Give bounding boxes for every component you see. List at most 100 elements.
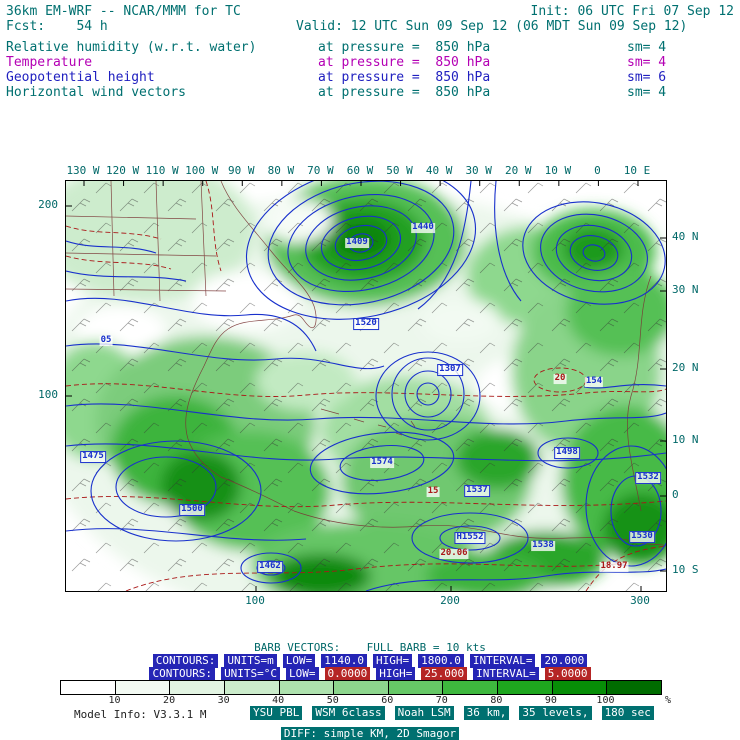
colorbar-segment xyxy=(498,681,553,694)
legend-token: 0.0000 xyxy=(324,667,371,681)
colorbar-tick: 40 xyxy=(272,695,285,706)
height-contour-legend: CONTOURS: UNITS=m LOW= 1140.0 HIGH= 1800.0 INT… xyxy=(0,654,740,668)
physics-option-chip: 180 sec xyxy=(601,706,654,720)
colorbar-segment xyxy=(443,681,499,694)
lat-axis-label: 10 N xyxy=(672,433,699,446)
grid-y-label: 200 xyxy=(38,198,58,211)
legend-token: HIGH= xyxy=(372,654,413,668)
valid-time: Valid: 12 UTC Sun 09 Sep 12 (06 MDT Sun … xyxy=(296,19,688,34)
legend-token: LOW= xyxy=(286,667,319,681)
lon-axis-label: 90 W xyxy=(228,164,255,177)
field-smoothing: sm= 4 xyxy=(627,40,667,55)
lon-axis-label: 10 W xyxy=(544,164,572,177)
colorbar-segment xyxy=(224,681,280,694)
legend-token: UNITS=m xyxy=(224,654,277,668)
field-level: at pressure = 850 hPa xyxy=(318,85,491,100)
temperature-contour-legend: CONTOURS: UNITS=°C LOW= 0.0000 HIGH= 25.000 IN… xyxy=(0,667,740,681)
model-physics-chips: YSU PBL WSM 6class Noah LSM 36 km, 35 levels… xyxy=(250,706,654,720)
model-title: 36km EM-WRF -- NCAR/MMM for TC xyxy=(6,4,241,19)
lat-axis-label: 20 N xyxy=(672,361,699,374)
colorbar-segment xyxy=(61,681,116,694)
colorbar-tick: 20 xyxy=(163,695,176,706)
lat-axis-label: 0 xyxy=(672,488,679,501)
field-name: Geopotential height xyxy=(6,70,155,85)
colorbar-segment xyxy=(607,681,662,694)
axis-tick-marks xyxy=(66,181,666,591)
lon-axis-label: 50 W xyxy=(386,164,413,177)
diffusion-chip: DIFF: simple KM, 2D Smagor xyxy=(280,727,460,740)
field-name: Relative humidity (w.r.t. water) xyxy=(6,40,257,55)
height-contours xyxy=(66,181,666,591)
colorbar-segment xyxy=(279,681,335,694)
colorbar-tick: 80 xyxy=(490,695,503,706)
lon-axis-label: 100 W xyxy=(185,164,219,177)
lon-axis-label: 30 W xyxy=(465,164,492,177)
colorbar-segment xyxy=(170,681,225,694)
legend-token: 1800.0 xyxy=(418,654,464,668)
grid-x-label: 100 xyxy=(245,594,265,607)
humidity-colorbar xyxy=(60,680,662,695)
legend-token: 5.0000 xyxy=(544,667,591,681)
colorbar-segment xyxy=(115,681,171,694)
field-level: at pressure = 850 hPa xyxy=(318,40,491,55)
lon-axis-label: 40 W xyxy=(425,164,453,177)
grid-x-label: 200 xyxy=(440,594,460,607)
lon-axis-label: 10 E xyxy=(623,164,651,177)
lon-axis-label: 20 W xyxy=(505,164,532,177)
legend-token: HIGH= xyxy=(376,667,416,681)
lat-axis-label: 40 N xyxy=(672,230,699,243)
grid-y-label: 100 xyxy=(38,388,58,401)
colorbar-tick: 30 xyxy=(217,695,230,706)
legend-token: LOW= xyxy=(282,654,316,668)
colorbar-tick: 100 xyxy=(596,695,615,706)
field-level: at pressure = 850 hPa xyxy=(318,55,491,70)
lat-axis-label: 10 S xyxy=(672,563,699,576)
lon-axis-label: 0 xyxy=(594,164,601,177)
legend-token: INTERVAL= xyxy=(469,654,536,668)
field-level: at pressure = 850 hPa xyxy=(318,70,491,85)
lon-axis-label: 120 W xyxy=(106,164,140,177)
forecast-hour: Fcst: 54 h xyxy=(6,19,108,34)
colorbar-unit: % xyxy=(664,695,672,706)
legend-token: 1140.0 xyxy=(321,654,367,668)
physics-option-chip: WSM 6class xyxy=(312,706,385,720)
field-name: Horizontal wind vectors xyxy=(6,85,187,100)
colorbar-segment xyxy=(388,681,444,694)
grid-x-label: 300 xyxy=(630,594,650,607)
lon-axis-label: 130 W xyxy=(66,164,100,177)
legend-token: INTERVAL= xyxy=(473,667,539,681)
colorbar-tick: 50 xyxy=(326,695,339,706)
physics-option-chip: YSU PBL xyxy=(250,706,303,720)
lon-axis-label: 80 W xyxy=(267,164,295,177)
field-name: Temperature xyxy=(6,55,93,70)
wind-barbs xyxy=(66,181,666,591)
map-frame xyxy=(65,180,667,592)
colorbar-segment xyxy=(552,681,608,694)
colorbar-tick: 10 xyxy=(108,695,121,706)
colorbar-tick: 90 xyxy=(544,695,557,706)
colorbar-tick: 60 xyxy=(381,695,394,706)
lon-axis-label: 60 W xyxy=(346,164,374,177)
barb-vector-legend: BARB VECTORS: FULL BARB = 10 kts xyxy=(254,641,486,654)
geography-outlines xyxy=(66,181,666,547)
field-smoothing: sm= 4 xyxy=(627,55,667,70)
physics-option-chip: 36 km, xyxy=(463,706,510,720)
model-info-label: Model Info: V3.3.1 M xyxy=(74,708,207,721)
colorbar-segment xyxy=(334,681,389,694)
legend-token: 20.000 xyxy=(541,654,588,668)
weather-map-plot xyxy=(66,181,666,591)
lon-axis-label: 70 W xyxy=(307,164,334,177)
temperature-contours xyxy=(66,181,666,591)
physics-option-chip: 35 levels, xyxy=(519,706,592,720)
colorbar-tick: 70 xyxy=(435,695,448,706)
lon-axis-label: 110 W xyxy=(145,164,179,177)
diffusion-info: DIFF: simple KM, 2D Smagor xyxy=(0,722,740,740)
init-time: Init: 06 UTC Fri 07 Sep 12 xyxy=(530,4,735,19)
field-smoothing: sm= 6 xyxy=(627,70,667,85)
legend-token: 25.000 xyxy=(421,667,468,681)
legend-token: UNITS=°C xyxy=(221,667,281,681)
field-smoothing: sm= 4 xyxy=(627,85,667,100)
legend-token: CONTOURS: xyxy=(149,667,216,681)
legend-token: CONTOURS: xyxy=(152,654,219,668)
